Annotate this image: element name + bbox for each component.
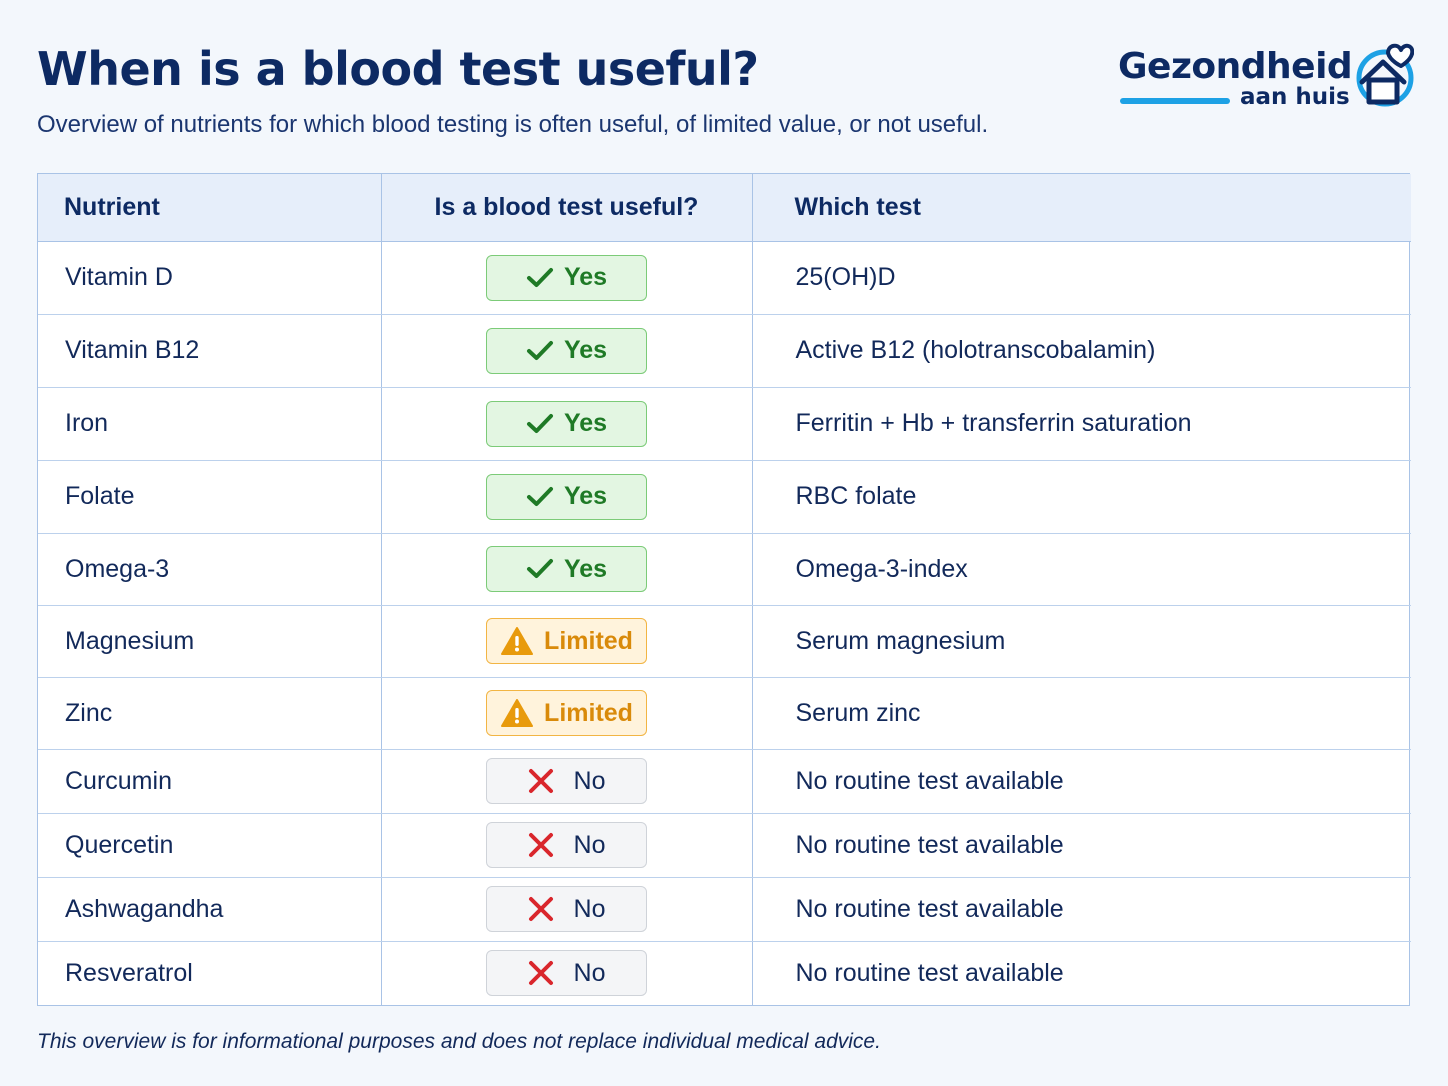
usefulness-cell: Yes <box>381 241 753 315</box>
nutrient-name: Omega-3 <box>38 533 382 606</box>
test-name: No routine test available <box>752 749 1411 814</box>
nutrient-name: Iron <box>38 387 382 461</box>
status-badge-yes: Yes <box>486 327 647 374</box>
nutrient-name: Folate <box>38 460 382 534</box>
table-row: Iron Yes Ferritin + Hb + transferrin satur… <box>38 387 1411 461</box>
warning-icon <box>501 627 534 655</box>
status-badge-no: No <box>486 758 647 804</box>
usefulness-cell: No <box>381 877 753 942</box>
nutrient-table: Nutrient Is a blood test useful? Which t… <box>37 173 1411 1006</box>
test-name: No routine test available <box>752 877 1411 942</box>
test-name: 25(OH)D <box>752 241 1411 315</box>
nutrient-name: Vitamin D <box>38 241 382 315</box>
table-row: Resveratrol No No routine test available <box>38 941 1411 1005</box>
nutrient-name: Vitamin B12 <box>38 314 382 388</box>
checkmark-icon <box>526 559 553 578</box>
status-badge-label: No <box>573 894 606 923</box>
status-badge-no: No <box>486 886 647 932</box>
usefulness-cell: Yes <box>381 387 753 461</box>
test-name: No routine test available <box>795 958 1064 987</box>
test-name: Ferritin + Hb + transferrin saturation <box>752 387 1411 461</box>
nutrient-name: Curcumin <box>38 749 382 814</box>
checkmark-icon <box>526 340 553 360</box>
status-badge-yes: Yes <box>486 473 647 520</box>
column-header-test: Which test <box>752 174 1411 242</box>
nutrient-name: Quercetin <box>38 813 382 878</box>
test-name: Serum magnesium <box>752 605 1411 678</box>
cross-icon <box>528 769 553 793</box>
checkmark-icon <box>526 267 553 287</box>
usefulness-cell: Yes <box>381 533 753 606</box>
column-header-nutrient: Nutrient <box>38 174 382 242</box>
usefulness-cell: Limited <box>381 677 753 750</box>
table-row: Vitamin B12 Yes Active B12 (holotranscobal… <box>38 314 1411 388</box>
checkmark-icon <box>526 413 553 433</box>
usefulness-cell: No <box>381 941 753 1005</box>
column-header-useful: Is a blood test useful? <box>381 174 753 242</box>
nutrient-name: Ashwagandha <box>38 877 382 942</box>
page-title: When is a blood test useful? <box>37 42 759 96</box>
status-badge-yes: Yes <box>486 546 647 592</box>
logo-tagline: aan huis <box>1240 84 1350 110</box>
test-name: Serum zinc <box>752 677 1411 750</box>
test-name: Active B12 (holotranscobalamin) <box>752 314 1411 388</box>
disclaimer-footnote: This overview is for informational purpo… <box>37 1030 881 1053</box>
status-badge-label: No <box>573 958 606 987</box>
page-subtitle: Overview of nutrients for which blood te… <box>37 111 989 138</box>
status-badge-limited: Limited <box>486 690 647 736</box>
cross-icon <box>528 897 553 921</box>
logo-underline <box>1120 98 1230 104</box>
table-row: Curcumin No No routine test available <box>38 749 1411 814</box>
usefulness-cell: Limited <box>381 605 753 678</box>
page-header: When is a blood test useful? Overview of… <box>37 40 1097 140</box>
logo-name: Gezondheid <box>1118 46 1353 87</box>
status-badge-label: No <box>573 830 606 859</box>
status-badge-label: Yes <box>563 409 608 437</box>
usefulness-cell: Yes <box>381 460 753 534</box>
checkmark-icon <box>526 486 553 506</box>
status-badge-yes: Yes <box>486 254 647 301</box>
status-badge-label: Limited <box>544 698 633 727</box>
cross-icon <box>528 961 553 986</box>
table-row: Folate Yes RBC folate <box>38 460 1411 534</box>
status-badge-yes: Yes <box>486 400 647 447</box>
usefulness-cell: Yes <box>381 314 753 388</box>
status-badge-no: No <box>486 950 647 997</box>
table-row: Magnesium Limited Serum magnesium <box>38 605 1411 678</box>
table-header-row: Nutrient Is a blood test useful? Which t… <box>38 174 1411 242</box>
table-row: Vitamin D Yes 25(OH)D <box>38 241 1411 315</box>
brand-logo[interactable]: Gezondheid aan huis <box>1118 42 1418 112</box>
table-row: Ashwagandha No No routine test available <box>38 877 1411 942</box>
status-badge-no: No <box>486 822 647 868</box>
status-badge-label: No <box>573 766 606 795</box>
usefulness-cell: No <box>381 813 753 878</box>
nutrient-name: Magnesium <box>38 605 382 678</box>
status-badge-limited: Limited <box>486 618 647 664</box>
warning-icon <box>501 699 534 727</box>
status-badge-label: Yes <box>563 554 608 583</box>
table-row: Quercetin No No routine test available <box>38 813 1411 878</box>
nutrient-name: Zinc <box>38 677 382 750</box>
nutrient-name: Resveratrol <box>38 941 382 1005</box>
test-name: No routine test available <box>752 813 1411 878</box>
status-badge-label: Limited <box>544 626 633 655</box>
cross-icon <box>528 833 553 857</box>
house-heart-icon <box>1356 43 1414 107</box>
status-badge-label: Yes <box>563 336 608 364</box>
table-row: Zinc Limited Serum zinc <box>38 677 1411 750</box>
status-badge-label: Yes <box>563 263 608 291</box>
table-row: Omega-3 Yes Omega-3-index <box>38 533 1411 606</box>
test-name: Omega-3-index <box>752 533 1411 606</box>
usefulness-cell: No <box>381 749 753 814</box>
status-badge-label: Yes <box>563 482 608 510</box>
test-name: RBC folate <box>752 460 1411 534</box>
